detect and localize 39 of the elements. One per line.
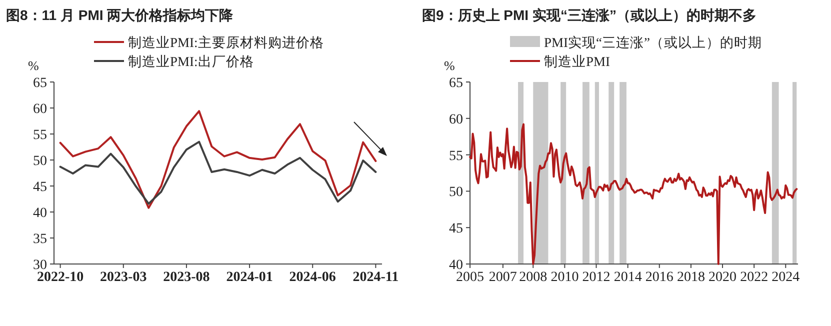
y-tick-label: 35 [33,232,47,247]
x-tick-label: 2024-01 [226,270,273,285]
y-tick-label: 60 [449,112,463,128]
x-tick-label: 2008 [519,270,548,285]
y-axis-title: % [28,58,39,73]
y-tick-label: 55 [33,128,47,143]
x-tick-label: 2010 [550,270,579,285]
x-tick-label: 2016 [645,270,674,285]
legend-label: PMI实现“三连涨”（或以上）的时期 [544,35,762,50]
y-tick-label: 45 [33,180,47,195]
x-tick-label: 2022 [740,270,768,285]
x-tick-label: 2024-11 [352,270,399,285]
y-tick-label: 65 [33,76,47,91]
x-tick-label: 2007 [488,270,517,285]
x-tick-label: 2024-06 [289,270,336,285]
y-tick-label: 50 [33,154,47,169]
y-axis-title: % [444,58,455,73]
x-tick-label: 2023-03 [100,270,147,285]
y-tick-label: 65 [449,76,463,91]
y-tick-label: 30 [33,258,47,273]
x-tick-label: 2014 [614,270,642,285]
x-tick-label: 2012 [582,270,610,285]
x-tick-label: 2023-08 [163,270,210,285]
legend-label: 制造业PMI:主要原材料购进价格 [128,35,324,50]
y-tick-label: 45 [449,222,463,237]
chart-title: 图8：11 月 PMI 两大价格指标均下降 [6,7,234,23]
legend-label: 制造业PMI:出厂价格 [128,54,254,69]
x-tick-label: 2020 [708,270,737,285]
x-tick-label: 2024 [772,270,800,285]
x-tick-label: 2018 [676,270,705,285]
y-tick-label: 40 [449,258,463,273]
x-tick-label: 2022-10 [36,270,84,285]
x-tick-label: 2005 [456,270,484,285]
legend-label: 制造业PMI [544,54,611,69]
chart-title: 图9：历史上 PMI 实现“三连涨”（或以上）的时期不多 [422,7,756,23]
y-tick-label: 60 [33,102,47,117]
y-tick-label: 40 [33,206,47,221]
y-tick-label: 50 [449,185,463,200]
y-tick-label: 55 [449,148,463,164]
